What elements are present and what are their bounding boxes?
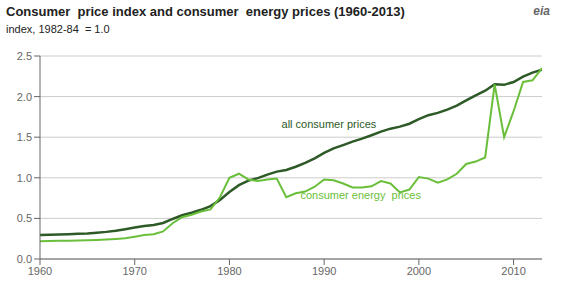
svg-text:1980: 1980	[217, 265, 241, 277]
svg-text:1970: 1970	[122, 265, 146, 277]
svg-text:2010: 2010	[501, 265, 525, 277]
html-text:Consumer price index and consu: Consumer price index and consumer energy…	[6, 4, 405, 19]
html-text:eia: eia	[533, 4, 550, 18]
svg-text:1990: 1990	[312, 265, 336, 277]
svg-text:1960: 1960	[28, 265, 52, 277]
svg-text:1.5: 1.5	[17, 131, 32, 143]
svg-text:0.0: 0.0	[17, 253, 32, 265]
svg-text:consumer energy prices: consumer energy prices	[300, 189, 421, 201]
svg-text:2.5: 2.5	[17, 50, 32, 62]
svg-text:2000: 2000	[407, 265, 431, 277]
svg-text:1.0: 1.0	[17, 172, 32, 184]
html-text:index, 1982-84 = 1.0: index, 1982-84 = 1.0	[6, 23, 110, 35]
svg-text:all consumer prices: all consumer prices	[282, 118, 377, 130]
svg-text:0.5: 0.5	[17, 212, 32, 224]
svg-text:2.0: 2.0	[17, 91, 32, 103]
